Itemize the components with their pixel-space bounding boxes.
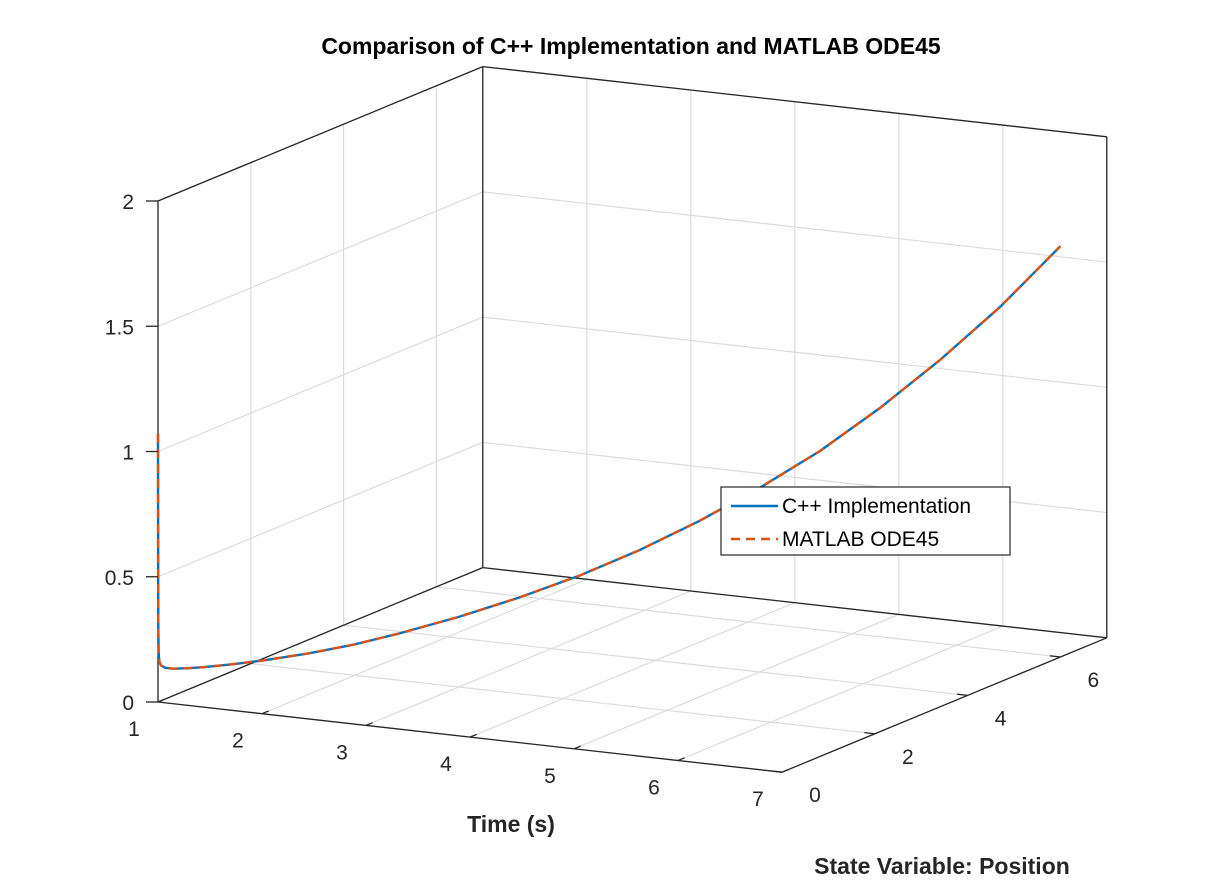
y-tick-label: 6 bbox=[1088, 669, 1100, 692]
z-tick-label: 1 bbox=[122, 442, 134, 465]
x-tick-mark bbox=[781, 768, 789, 773]
x-tick-mark bbox=[261, 710, 269, 715]
axes-edge bbox=[482, 65, 1107, 138]
x-tick-label: 1 bbox=[128, 718, 140, 741]
x-tick-label: 5 bbox=[544, 765, 556, 788]
x-tick-label: 2 bbox=[232, 730, 244, 753]
y-tick-mark bbox=[1049, 655, 1061, 658]
y-tick-mark bbox=[771, 770, 783, 773]
x-tick-mark bbox=[469, 733, 477, 738]
grid-line-x-floor bbox=[469, 602, 796, 738]
y-tick-mark bbox=[864, 731, 875, 735]
grid-line-x-floor bbox=[365, 590, 692, 726]
z-tick-label: 0.5 bbox=[105, 567, 134, 590]
y-axis-label: State Variable: Position bbox=[814, 853, 1070, 879]
x-tick-label: 6 bbox=[648, 777, 660, 800]
z-tick-label: 2 bbox=[122, 191, 134, 214]
series bbox=[156, 245, 1062, 670]
series-line-cpp bbox=[156, 245, 1062, 670]
axes-edge bbox=[482, 566, 1107, 639]
z-tick-label: 1.5 bbox=[105, 316, 134, 339]
grid-line-z-left bbox=[157, 191, 484, 327]
y-tick-label: 4 bbox=[995, 707, 1007, 730]
x-axis-label: Time (s) bbox=[467, 811, 555, 837]
legend-label-cpp: C++ Implementation bbox=[782, 495, 971, 518]
y-tick-label: 2 bbox=[902, 746, 914, 769]
x-tick-mark bbox=[157, 698, 165, 703]
x-tick-mark bbox=[573, 745, 581, 750]
grid-line-x-floor bbox=[573, 613, 900, 750]
ticks: 1 2 3 4 5 6 7 0 2 4 6 0 0.5 1 1.5 2 bbox=[105, 191, 1099, 811]
x-tick-label: 4 bbox=[440, 753, 452, 776]
x-tick-label: 7 bbox=[752, 788, 764, 811]
grid-line-y-floor bbox=[436, 586, 1061, 658]
legend-box bbox=[720, 486, 1011, 556]
legend: C++ Implementation MATLAB ODE45 bbox=[720, 486, 1011, 556]
x-tick-mark bbox=[677, 757, 685, 762]
grid-line-x-floor bbox=[261, 578, 588, 715]
z-tick-label: 0 bbox=[122, 692, 134, 715]
y-tick-label: 0 bbox=[809, 784, 821, 807]
x-tick-label: 3 bbox=[336, 741, 348, 764]
axes-edge bbox=[781, 637, 1108, 773]
grid-line-y-floor bbox=[343, 624, 968, 696]
x-tick-mark bbox=[365, 722, 373, 727]
grid-line-z-left bbox=[157, 316, 484, 453]
chart-title: Comparison of C++ Implementation and MAT… bbox=[321, 33, 941, 59]
axes-edge bbox=[157, 566, 484, 703]
axes-edge bbox=[157, 65, 484, 202]
grid-line-y-floor bbox=[250, 663, 875, 735]
grid-line-x-floor bbox=[677, 625, 1004, 762]
y-tick-mark bbox=[957, 693, 968, 697]
grid-line-z-back bbox=[482, 316, 1107, 388]
legend-label-ode45: MATLAB ODE45 bbox=[782, 528, 939, 551]
grid-line-z-left bbox=[157, 441, 484, 578]
grid-line-z-back bbox=[482, 191, 1107, 263]
